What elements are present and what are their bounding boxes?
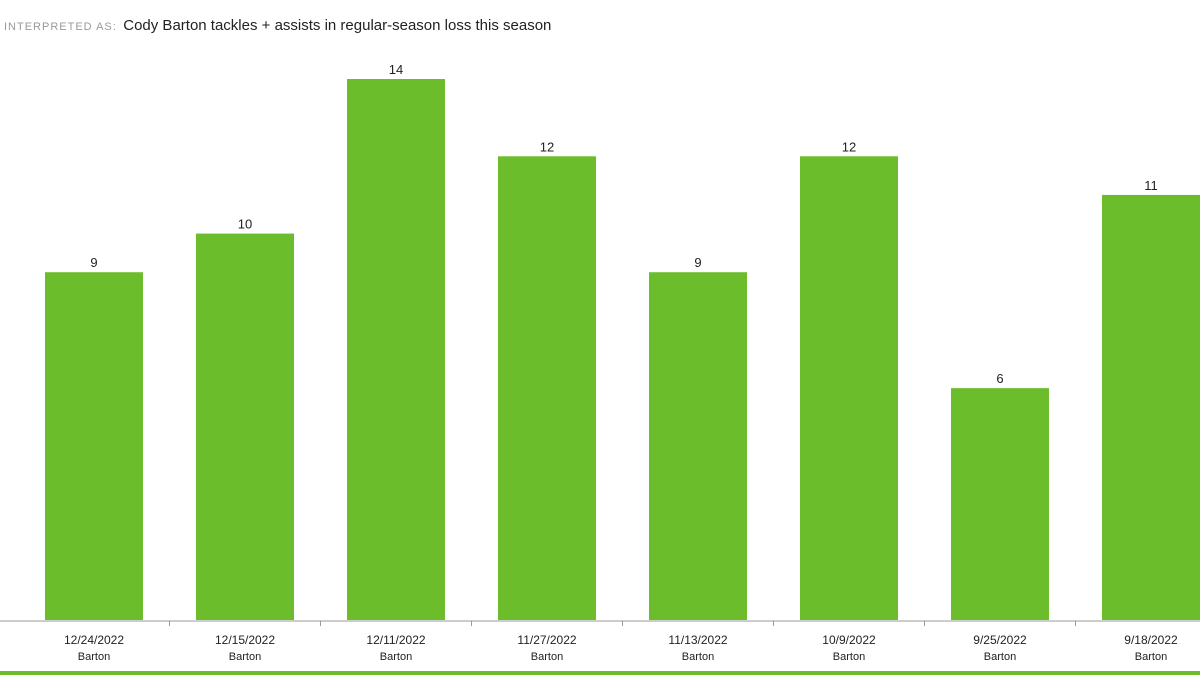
x-tick-label-date-3: 11/27/2022 [517,633,576,647]
data-label-7: 11 [1144,178,1158,193]
x-tick-label-player-6: Barton [984,651,1016,663]
x-tick-label-date-1: 12/15/2022 [215,633,275,647]
x-tick-label-player-1: Barton [229,651,261,663]
data-label-5: 12 [842,139,856,154]
data-label-1: 10 [238,217,252,232]
bar-7[interactable] [1102,194,1200,620]
data-label-3: 12 [540,139,554,154]
x-tick-label-player-2: Barton [380,651,412,663]
x-tick-label-date-4: 11/13/2022 [668,633,727,647]
data-label-0: 9 [90,255,97,270]
interpreted-as-label: INTERPRETED AS: [4,21,117,33]
interpreted-query: Cody Barton tackles + assists in regular… [123,17,552,34]
data-label-6: 6 [996,371,1003,386]
bar-0[interactable] [45,272,143,620]
interpretation-header: INTERPRETED AS: Cody Barton tackles + as… [4,17,551,35]
data-label-2: 14 [389,62,403,77]
labels-layer: 9 12/24/2022 Barton 10 12/15/2022 Barton 14 12/… [64,62,1178,663]
x-tick-label-date-7: 9/18/2022 [1124,633,1178,647]
bar-3[interactable] [498,156,596,621]
x-tick-label-player-5: Barton [833,651,865,663]
data-label-4: 9 [694,255,701,270]
x-tick-label-date-2: 12/11/2022 [366,633,425,647]
bar-6[interactable] [951,388,1049,620]
x-tick-label-date-5: 10/9/2022 [822,633,876,647]
x-tick-label-date-0: 12/24/2022 [64,633,124,647]
x-tick-label-player-0: Barton [78,651,110,663]
x-tick-label-player-3: Barton [531,651,563,663]
x-tick-label-player-7: Barton [1135,651,1167,663]
bar-5[interactable] [800,156,898,621]
bar-4[interactable] [649,272,747,620]
bar-1[interactable] [196,233,294,621]
bar-2[interactable] [347,79,445,620]
x-tick-label-player-4: Barton [682,651,714,663]
bottom-accent-strip [0,671,1200,675]
bars-layer [45,79,1200,621]
x-tick-label-date-6: 9/25/2022 [973,633,1027,647]
